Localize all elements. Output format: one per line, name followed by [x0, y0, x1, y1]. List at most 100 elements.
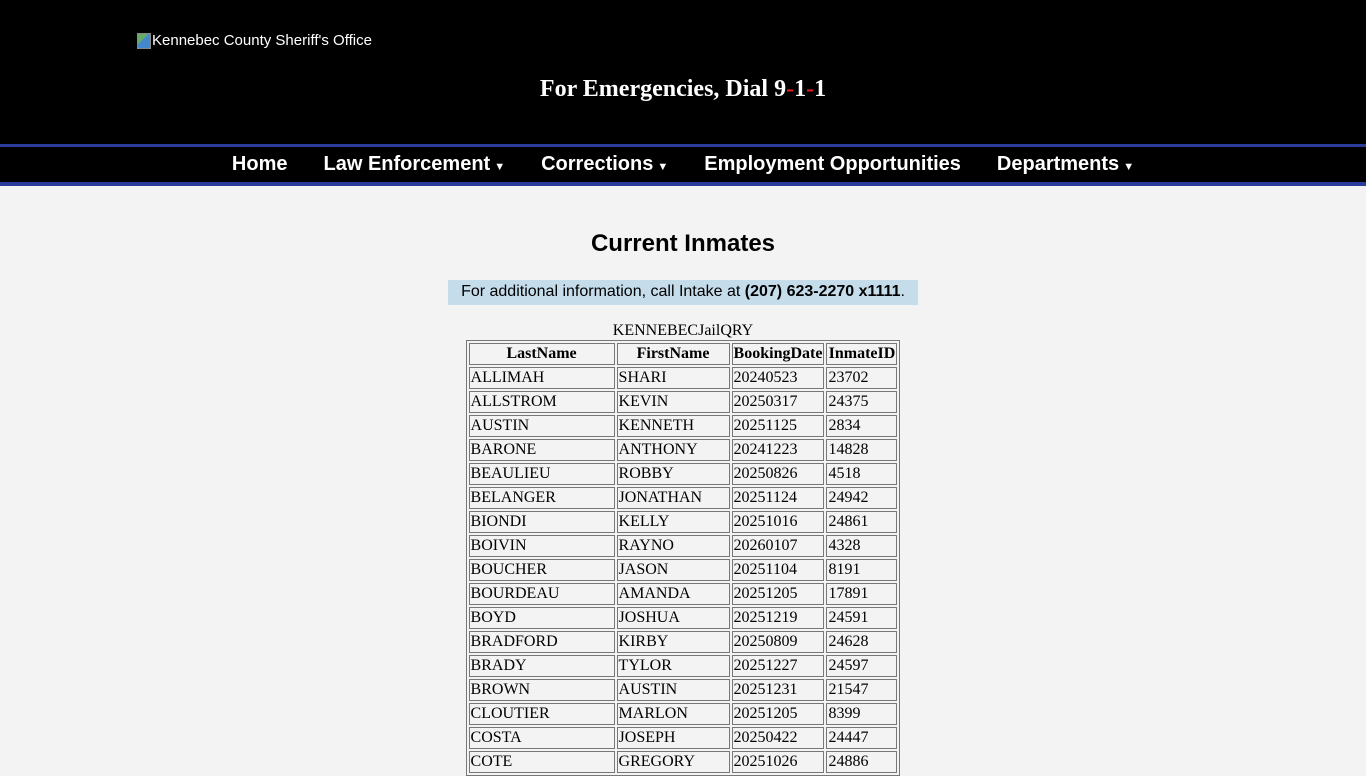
- cell-firstname: SHARI: [616, 367, 730, 389]
- table-row: ALLIMAH SHARI 20240523 23702: [468, 367, 898, 389]
- column-header-lastname[interactable]: LastName: [468, 343, 615, 365]
- broken-image-icon: [137, 32, 151, 49]
- cell-inmateid: 24447: [826, 727, 898, 749]
- cell-firstname: RAYNO: [616, 535, 730, 557]
- cell-inmateid: 4518: [826, 463, 898, 485]
- cell-lastname: ALLIMAH: [468, 367, 615, 389]
- cell-inmateid: 8191: [826, 559, 898, 581]
- cell-lastname: BIONDI: [468, 511, 615, 533]
- table-header-row: LastName FirstName BookingDate InmateID: [468, 343, 898, 365]
- emergency-banner: For Emergencies, Dial 9-1-1: [0, 76, 1366, 103]
- cell-inmateid: 24861: [826, 511, 898, 533]
- cell-inmateid: 24375: [826, 391, 898, 413]
- cell-inmateid: 21547: [826, 679, 898, 701]
- cell-firstname: GREGORY: [616, 751, 730, 773]
- cell-bookingdate: 20260107: [731, 535, 825, 557]
- cell-lastname: COTE: [468, 751, 615, 773]
- nav-label: Employment Opportunities: [704, 153, 961, 175]
- cell-bookingdate: 20251104: [731, 559, 825, 581]
- nav-item-employment-opportunities[interactable]: Employment Opportunities: [686, 153, 979, 176]
- nav-label: Departments: [996, 153, 1120, 175]
- cell-firstname: JONATHAN: [616, 487, 730, 509]
- info-text: For additional information, call Intake …: [461, 283, 745, 300]
- page-title: Current Inmates: [590, 230, 776, 257]
- cell-bookingdate: 20251124: [731, 487, 825, 509]
- cell-firstname: KIRBY: [616, 631, 730, 653]
- cell-inmateid: 24591: [826, 607, 898, 629]
- column-header-bookingdate[interactable]: BookingDate: [731, 343, 825, 365]
- cell-bookingdate: 20251227: [731, 655, 825, 677]
- cell-inmateid: 8399: [826, 703, 898, 725]
- cell-bookingdate: 20250317: [731, 391, 825, 413]
- table-row: BIONDI KELLY 20251016 24861: [468, 511, 898, 533]
- digit: 1: [794, 76, 807, 102]
- cell-lastname: COSTA: [468, 727, 615, 749]
- table-row: AUSTIN KENNETH 20251125 2834: [468, 415, 898, 437]
- cell-firstname: KEVIN: [616, 391, 730, 413]
- dash: -: [806, 76, 815, 102]
- cell-firstname: KENNETH: [616, 415, 730, 437]
- caret-down-icon: ▼: [657, 161, 669, 173]
- cell-inmateid: 23702: [826, 367, 898, 389]
- cell-bookingdate: 20250826: [731, 463, 825, 485]
- cell-firstname: AUSTIN: [616, 679, 730, 701]
- cell-bookingdate: 20251205: [731, 703, 825, 725]
- dash: -: [786, 76, 795, 102]
- logo-image[interactable]: Kennebec County Sheriff's Office: [137, 32, 372, 49]
- info-banner: For additional information, call Intake …: [448, 280, 918, 305]
- nav-item-home[interactable]: Home: [214, 153, 306, 176]
- table-row: BROWN AUSTIN 20251231 21547: [468, 679, 898, 701]
- cell-lastname: BOIVIN: [468, 535, 615, 557]
- cell-lastname: BROWN: [468, 679, 615, 701]
- cell-bookingdate: 20240523: [731, 367, 825, 389]
- column-header-inmateid[interactable]: InmateID: [826, 343, 898, 365]
- nav-label: Corrections: [541, 153, 654, 175]
- cell-bookingdate: 20251026: [731, 751, 825, 773]
- cell-inmateid: 24886: [826, 751, 898, 773]
- table-row: BOYD JOSHUA 20251219 24591: [468, 607, 898, 629]
- inmates-table: LastName FirstName BookingDate InmateID ALLI…: [465, 340, 901, 776]
- table-row: BOUCHER JASON 20251104 8191: [468, 559, 898, 581]
- cell-bookingdate: 20251231: [731, 679, 825, 701]
- intake-phone: (207) 623-2270 x1111: [744, 283, 901, 300]
- cell-inmateid: 14828: [826, 439, 898, 461]
- cell-firstname: AMANDA: [616, 583, 730, 605]
- emergency-text: For Emergencies, Dial: [539, 76, 775, 102]
- cell-inmateid: 24628: [826, 631, 898, 653]
- nav-item-corrections[interactable]: Corrections ▼: [523, 153, 686, 176]
- cell-lastname: AUSTIN: [468, 415, 615, 437]
- cell-lastname: ALLSTROM: [468, 391, 615, 413]
- column-header-firstname[interactable]: FirstName: [616, 343, 730, 365]
- nav-item-departments[interactable]: Departments ▼: [979, 153, 1152, 176]
- table-row: BOIVIN RAYNO 20260107 4328: [468, 535, 898, 557]
- table-caption: KENNEBECJailQRY: [612, 322, 754, 339]
- cell-firstname: ROBBY: [616, 463, 730, 485]
- nav-item-law-enforcement[interactable]: Law Enforcement ▼: [306, 153, 524, 176]
- table-row: BOURDEAU AMANDA 20251205 17891: [468, 583, 898, 605]
- cell-lastname: BOYD: [468, 607, 615, 629]
- caret-down-icon: ▼: [1123, 161, 1135, 173]
- table-row: BELANGER JONATHAN 20251124 24942: [468, 487, 898, 509]
- table-row: BEAULIEU ROBBY 20250826 4518: [468, 463, 898, 485]
- nav-label: Law Enforcement: [323, 153, 491, 175]
- cell-lastname: BOUCHER: [468, 559, 615, 581]
- cell-firstname: ANTHONY: [616, 439, 730, 461]
- cell-inmateid: 17891: [826, 583, 898, 605]
- main-nav: Home Law Enforcement ▼ Corrections ▼ Employme…: [0, 144, 1366, 186]
- site-header: Kennebec County Sheriff's Office For Eme…: [0, 0, 1366, 144]
- cell-lastname: BARONE: [468, 439, 615, 461]
- cell-bookingdate: 20251205: [731, 583, 825, 605]
- main-content: Current Inmates For additional informati…: [0, 230, 1366, 776]
- cell-bookingdate: 20250422: [731, 727, 825, 749]
- cell-firstname: JASON: [616, 559, 730, 581]
- cell-bookingdate: 20241223: [731, 439, 825, 461]
- digit: 1: [814, 76, 827, 102]
- cell-inmateid: 24942: [826, 487, 898, 509]
- cell-bookingdate: 20251016: [731, 511, 825, 533]
- table-row: ALLSTROM KEVIN 20250317 24375: [468, 391, 898, 413]
- cell-firstname: MARLON: [616, 703, 730, 725]
- cell-inmateid: 2834: [826, 415, 898, 437]
- table-row: COSTA JOSEPH 20250422 24447: [468, 727, 898, 749]
- table-row: BARONE ANTHONY 20241223 14828: [468, 439, 898, 461]
- logo-alt-text: Kennebec County Sheriff's Office: [152, 32, 372, 49]
